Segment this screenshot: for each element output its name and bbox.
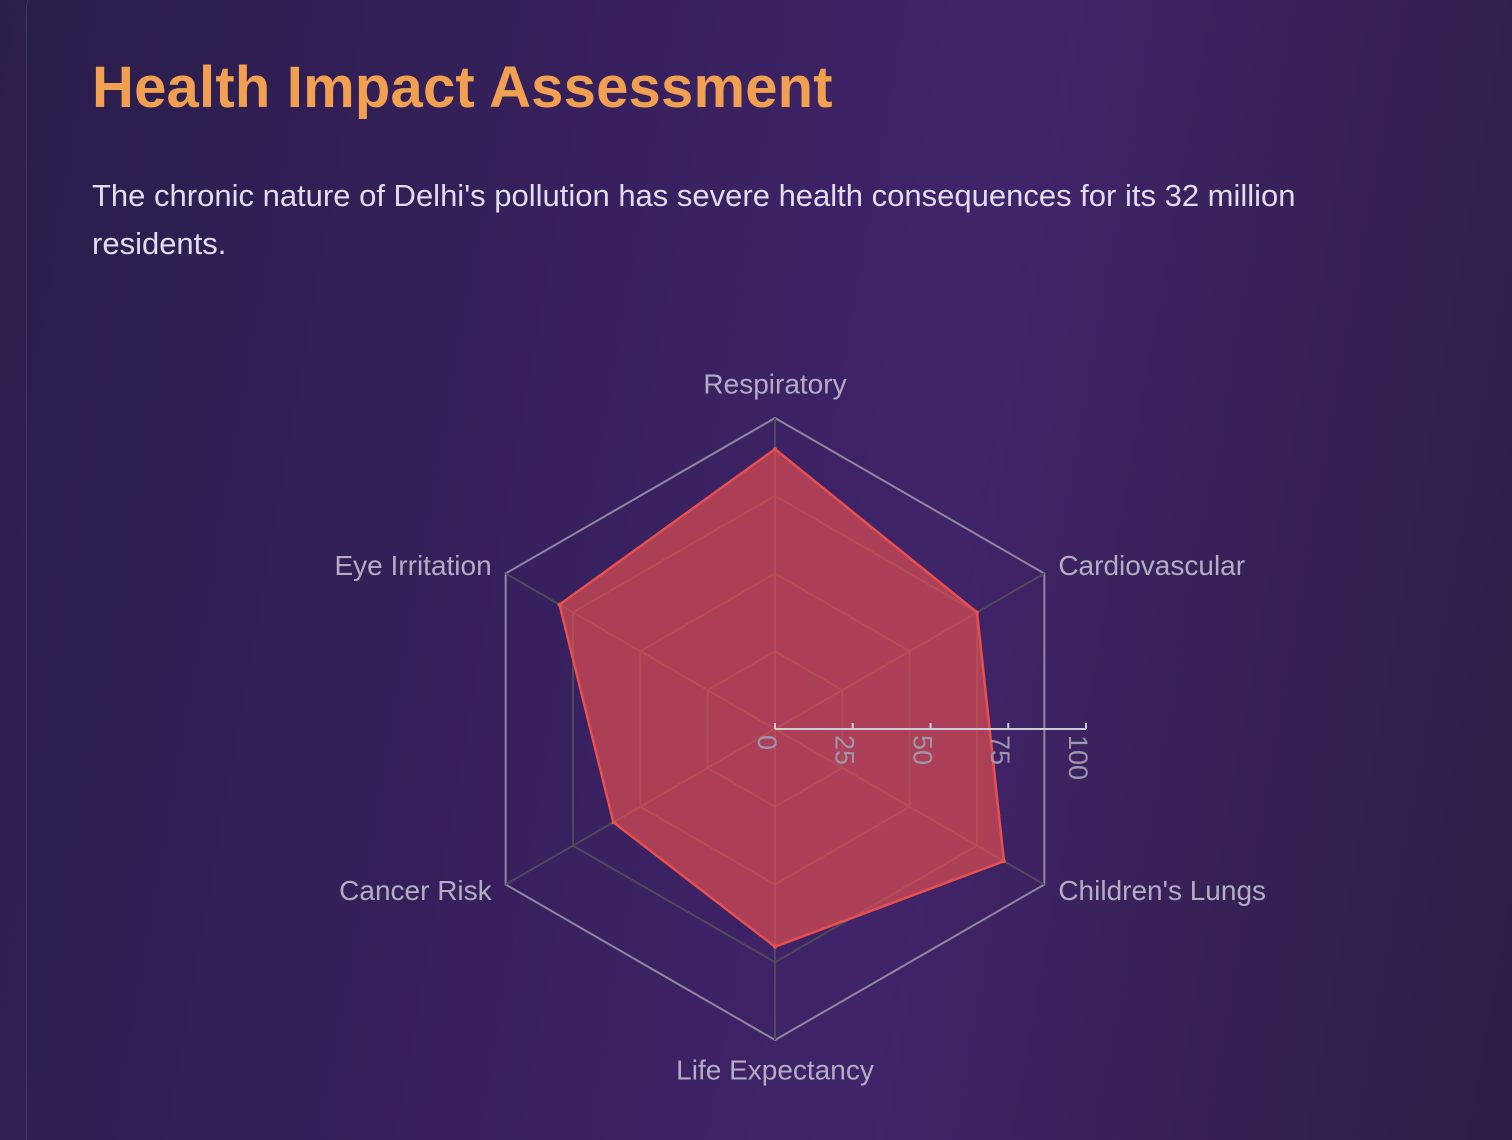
category-label: Cancer Risk: [339, 875, 492, 906]
series-area-0: [558, 447, 1006, 948]
data-point: [773, 944, 777, 949]
category-label: Eye Irritation: [334, 550, 491, 581]
tick-label-75: 75: [985, 735, 1015, 765]
category-label: Life Expectancy: [676, 1054, 874, 1085]
tick-label-50: 50: [907, 735, 937, 765]
radial-axis: 0 25 50 75 100: [752, 723, 1093, 780]
category-label: Respiratory: [703, 368, 846, 399]
page-title: Health Impact Assessment: [92, 55, 833, 120]
radar-data: [557, 447, 1006, 949]
data-point: [557, 602, 562, 607]
data-point: [611, 820, 616, 825]
category-label: Cardiovascular: [1058, 550, 1245, 581]
data-point: [975, 610, 980, 615]
axis-labels: Respiratory Cardiovascular Children's Lung…: [334, 368, 1266, 1085]
tick-label-100: 100: [1063, 735, 1093, 780]
tick-label-0: 0: [752, 735, 782, 750]
data-point: [773, 447, 777, 452]
tick-label-25: 25: [830, 735, 860, 765]
category-label: Children's Lungs: [1058, 875, 1266, 906]
data-point: [1001, 859, 1006, 864]
page-description: The chronic nature of Delhi's pollution …: [92, 178, 1296, 261]
